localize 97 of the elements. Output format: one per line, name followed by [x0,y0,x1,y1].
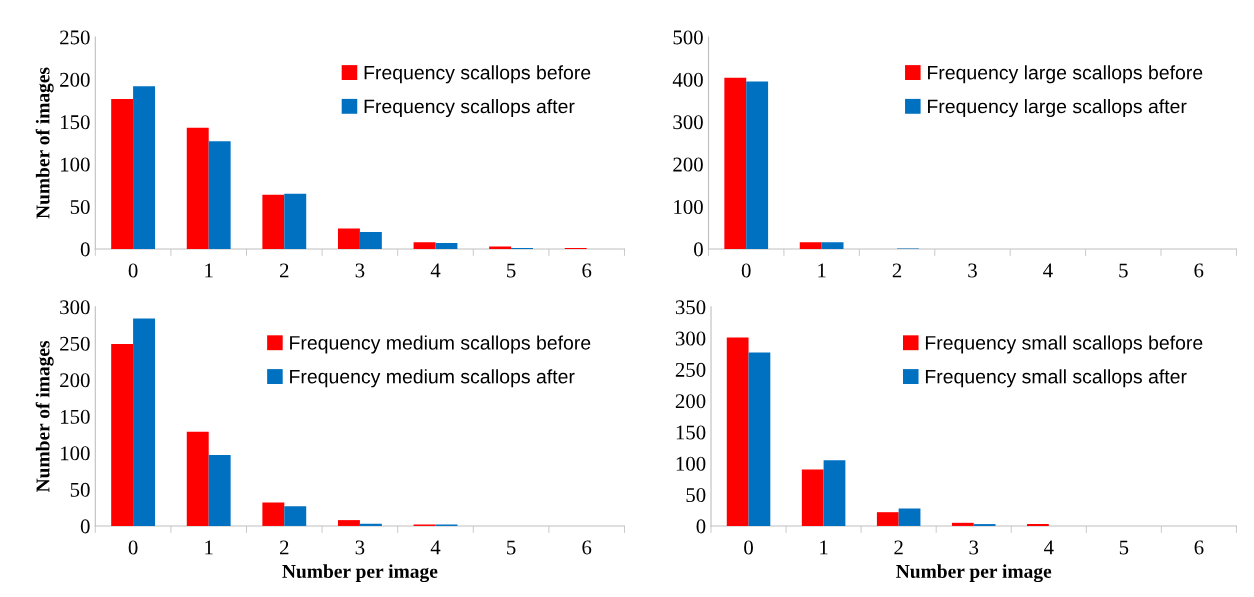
y-tick-label: 0 [80,242,90,257]
legend-label: Frequency large scallops before [928,65,1203,84]
y-tick-label: 50 [686,488,706,503]
x-tick-label: 4 [430,263,441,278]
x-tick-label: 0 [128,540,138,555]
x-tick-label: 3 [355,540,365,555]
bar [413,242,436,249]
bar [133,318,156,526]
bar [186,431,209,526]
x-tick-label: 4 [1043,540,1054,555]
y-tick-label: 0 [694,242,703,257]
x-tick-label: 5 [507,540,516,555]
y-tick-label: 500 [673,30,703,45]
y-tick-label: 50 [70,199,90,214]
y-tick-label: 300 [675,331,706,346]
y-tick-label: 250 [60,30,90,45]
y-tick-label: 100 [61,446,90,461]
y-tick-label: 400 [672,72,703,87]
y-tick-label: 200 [60,72,90,87]
y-tick-label: 150 [676,425,706,440]
bar [133,86,156,249]
x-tick-label: 6 [582,263,592,278]
bar [724,77,747,249]
bar [262,194,285,249]
x-tick-label: 6 [1194,540,1204,555]
bar [186,127,209,249]
x-tick-label: 5 [1119,540,1129,555]
x-tick-label: 3 [968,263,977,278]
legend-label: Frequency medium scallops before [290,335,591,354]
x-tick-label: 1 [205,263,213,278]
bar [284,193,307,249]
y-tick-label: 0 [80,519,90,534]
y-tick-label: 0 [696,519,706,534]
x-tick-label: 0 [741,263,751,278]
x-tick-label: 5 [507,263,516,278]
bar [801,469,824,526]
legend-label: Frequency small scallops after [925,369,1187,388]
x-tick-label: 0 [744,540,753,555]
bar [748,352,771,526]
x-tick-label: 2 [892,263,902,278]
y-tick-label: 50 [70,482,90,497]
y-tick-label: 150 [61,409,90,424]
x-tick-label: 1 [205,540,213,555]
y-axis-title: Number of images [35,340,54,493]
legend-label: Frequency scallops before [364,65,591,84]
x-tick-label: 3 [969,540,979,555]
y-tick-label: 100 [676,456,706,471]
x-tick-label: 2 [280,540,289,555]
y-tick-label: 200 [675,394,706,409]
y-tick-label: 300 [673,115,703,130]
y-tick-label: 200 [60,373,90,388]
y-tick-label: 300 [60,300,90,315]
legend-label: Frequency small scallops before [925,335,1203,354]
y-axis-title: Number of images [35,67,54,219]
bar [262,502,285,526]
x-tick-label: 3 [355,263,365,278]
bar [821,242,844,249]
bar [823,460,846,526]
bar [726,337,749,526]
x-tick-label: 6 [582,540,592,555]
x-tick-label: 2 [280,263,289,278]
bar [337,520,360,526]
bar [799,242,822,249]
x-tick-label: 4 [1043,263,1053,278]
x-tick-label: 5 [1119,263,1128,278]
y-tick-label: 250 [60,336,90,351]
legend-label: Frequency scallops after [364,99,575,118]
bar [489,246,512,249]
x-tick-label: 4 [430,540,441,555]
x-tick-label: 1 [820,540,828,555]
y-tick-label: 200 [673,157,703,172]
bar [337,228,360,249]
bar [111,344,134,526]
y-tick-label: 250 [675,362,706,377]
bar [284,506,307,526]
bar [359,231,382,249]
x-tick-label: 1 [818,263,826,278]
y-tick-label: 100 [61,157,90,172]
x-tick-label: 6 [1194,263,1204,278]
x-tick-label: 0 [128,263,138,278]
legend-label: Frequency medium scallops after [290,369,575,388]
bar [876,512,899,526]
bar [208,455,231,526]
bar [746,81,769,249]
bar [898,508,921,526]
bar [111,98,134,249]
legend-label: Frequency large scallops after [928,99,1187,118]
y-tick-label: 100 [674,199,703,214]
bar [951,522,974,526]
bar [435,243,458,249]
x-axis-title: Number per image [282,564,438,583]
bar [359,523,382,526]
x-tick-label: 2 [894,540,903,555]
y-tick-label: 350 [675,300,706,315]
x-axis-title: Number per image [896,564,1052,583]
bar [208,141,231,249]
y-tick-label: 150 [61,115,90,130]
